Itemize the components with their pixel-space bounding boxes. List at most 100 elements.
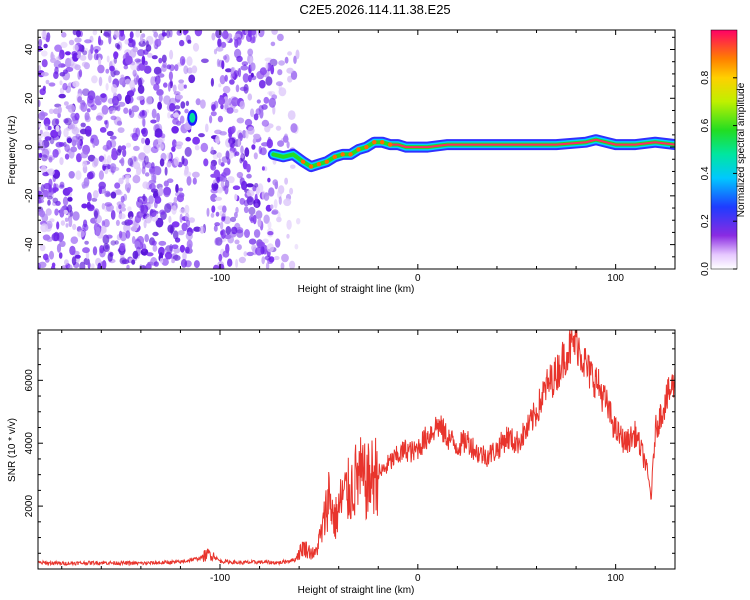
- noise-speck: [293, 55, 297, 64]
- noise-speck: [67, 104, 76, 113]
- noise-speck: [142, 181, 149, 189]
- noise-speck: [252, 138, 257, 145]
- noise-speck: [154, 196, 162, 204]
- noise-speck: [40, 223, 49, 233]
- noise-speck: [296, 218, 301, 225]
- heatmap-y-axis-label: Frequency (Hz): [7, 116, 18, 185]
- noise-speck: [86, 95, 94, 104]
- noise-speck: [48, 108, 54, 115]
- noise-speck: [228, 98, 232, 106]
- noise-speck: [52, 187, 59, 193]
- noise-speck: [239, 86, 248, 92]
- colorbar: 0.0 0.2 0.4 0.6 0.8 Normalized spectral ampl…: [700, 29, 747, 276]
- noise-speck: [132, 69, 137, 77]
- noise-speck: [172, 112, 180, 118]
- noise-speck: [41, 213, 49, 223]
- noise-speck: [133, 145, 140, 152]
- noise-speck: [211, 205, 216, 213]
- noise-speck: [156, 89, 164, 96]
- noise-speck: [145, 44, 152, 52]
- noise-speck: [45, 79, 50, 85]
- noise-speck: [127, 157, 134, 167]
- noise-speck: [116, 120, 123, 126]
- colorbar-ticks: 0.0 0.2 0.4 0.6 0.8: [700, 29, 738, 276]
- ridge-hot-spot: [340, 152, 345, 157]
- noise-speck: [176, 30, 183, 36]
- noise-speck: [254, 183, 259, 188]
- noise-speck: [225, 150, 230, 160]
- noise-speck: [144, 172, 150, 177]
- heatmap-x-axis-label: Height of straight line (km): [298, 284, 415, 295]
- noise-speck: [213, 183, 219, 190]
- noise-speck: [77, 96, 82, 103]
- noise-speck: [52, 108, 60, 115]
- noise-speck: [206, 207, 210, 217]
- noise-speck: [235, 206, 239, 214]
- noise-speck: [278, 196, 282, 205]
- noise-speck: [124, 94, 131, 105]
- y-tick-label: 2000: [24, 495, 35, 518]
- noise-speck: [156, 112, 161, 123]
- colorbar-tick-label: 0.4: [700, 166, 711, 180]
- noise-speck: [193, 260, 200, 269]
- noise-speck: [248, 238, 257, 245]
- noise-speck: [158, 94, 163, 103]
- noise-speck: [267, 231, 274, 236]
- noise-speck: [87, 192, 92, 202]
- noise-speck: [106, 130, 114, 137]
- noise-speck: [184, 146, 192, 157]
- noise-speck: [185, 231, 193, 241]
- noise-speck: [79, 261, 86, 269]
- noise-speck: [161, 54, 167, 63]
- noise-speck: [234, 211, 238, 219]
- noise-speck: [86, 171, 94, 180]
- noise-speck: [218, 263, 225, 269]
- noise-speck: [144, 214, 152, 224]
- noise-speck: [252, 35, 256, 44]
- noise-speck: [235, 258, 239, 268]
- noise-speck: [186, 56, 193, 67]
- noise-speck: [48, 156, 53, 163]
- noise-speck: [169, 103, 176, 112]
- noise-speck: [151, 55, 158, 60]
- noise-speck: [58, 252, 63, 259]
- noise-speck: [214, 196, 223, 201]
- noise-speck: [240, 153, 245, 159]
- noise-speck: [61, 32, 67, 38]
- noise-speck: [143, 144, 152, 154]
- noise-speck: [142, 193, 146, 202]
- noise-speck: [210, 111, 217, 117]
- noise-speck: [47, 199, 51, 206]
- noise-speck: [187, 39, 192, 44]
- noise-speck: [86, 108, 91, 113]
- noise-speck: [159, 209, 166, 215]
- noise-speck: [211, 32, 216, 41]
- noise-speck: [205, 123, 209, 133]
- noise-speck: [118, 177, 124, 185]
- noise-speck: [214, 222, 221, 227]
- noise-speck: [99, 126, 107, 133]
- noise-speck: [82, 160, 88, 168]
- noise-speck: [210, 146, 214, 155]
- noise-speck: [284, 177, 288, 185]
- noise-speck: [84, 112, 90, 121]
- ridge-hot-spot: [356, 147, 361, 152]
- noise-speck: [138, 63, 146, 71]
- noise-speck: [119, 242, 126, 252]
- noise-speck: [227, 176, 235, 184]
- noise-speck: [43, 43, 48, 49]
- noise-speck: [225, 226, 232, 235]
- noise-speck: [227, 258, 233, 267]
- colorbar-frame: [710, 29, 738, 270]
- noise-speck: [68, 39, 75, 46]
- noise-speck: [102, 260, 107, 269]
- noise-speck: [217, 115, 223, 123]
- noise-speck: [216, 152, 222, 159]
- noise-speck: [38, 199, 45, 204]
- noise-speck: [58, 142, 65, 147]
- noise-speck: [271, 30, 278, 35]
- noise-speck: [254, 203, 259, 208]
- noise-speck: [270, 41, 276, 47]
- noise-speck: [178, 187, 183, 192]
- noise-speck: [239, 157, 243, 164]
